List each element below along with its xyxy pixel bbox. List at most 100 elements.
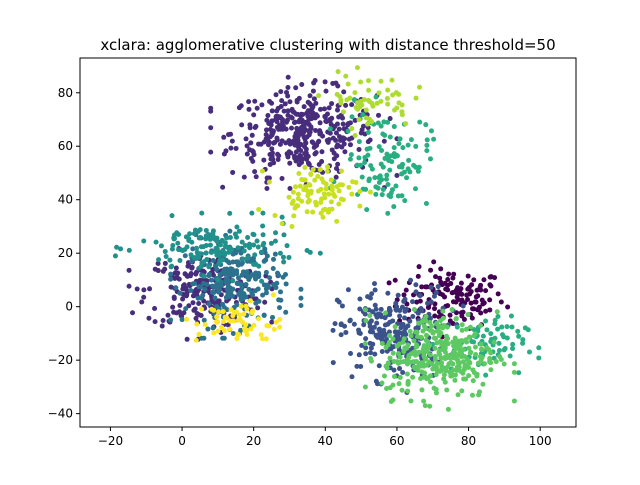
scatter-point-cluster-11 xyxy=(256,316,262,322)
scatter-point-cluster-8 xyxy=(390,350,396,356)
scatter-point-cluster-0 xyxy=(432,306,438,312)
scatter-point-cluster-5 xyxy=(162,249,168,255)
scatter-point-cluster-1 xyxy=(287,160,293,166)
y-tick-label: 0 xyxy=(65,300,73,314)
scatter-point-cluster-8 xyxy=(472,344,478,350)
scatter-point-cluster-2 xyxy=(160,318,166,324)
scatter-point-cluster-8 xyxy=(484,345,490,351)
scatter-point-cluster-8 xyxy=(491,339,497,345)
scatter-point-cluster-4 xyxy=(270,266,276,272)
scatter-point-cluster-8 xyxy=(478,346,484,352)
scatter-point-cluster-11 xyxy=(270,292,276,298)
scatter-point-cluster-10 xyxy=(328,177,334,183)
scatter-point-cluster-3 xyxy=(376,327,382,333)
scatter-point-cluster-10 xyxy=(266,179,272,185)
scatter-point-cluster-2 xyxy=(185,263,191,269)
scatter-point-cluster-8 xyxy=(396,351,402,357)
scatter-point-cluster-0 xyxy=(403,287,409,293)
scatter-point-cluster-4 xyxy=(223,280,229,286)
scatter-point-cluster-8 xyxy=(478,323,484,329)
scatter-point-cluster-8 xyxy=(441,372,447,378)
scatter-point-cluster-0 xyxy=(465,297,471,303)
scatter-point-cluster-8 xyxy=(477,389,482,395)
scatter-point-cluster-1 xyxy=(261,157,267,163)
scatter-point-cluster-5 xyxy=(118,246,124,252)
scatter-point-cluster-1 xyxy=(252,98,258,104)
scatter-point-cluster-8 xyxy=(459,338,465,344)
scatter-point-cluster-5 xyxy=(141,238,147,244)
scatter-point-cluster-8 xyxy=(467,324,473,330)
scatter-point-cluster-8 xyxy=(494,309,500,315)
scatter-point-cluster-0 xyxy=(459,298,465,304)
scatter-point-cluster-0 xyxy=(447,312,453,318)
scatter-point-cluster-1 xyxy=(239,122,245,128)
scatter-point-cluster-8 xyxy=(385,360,391,366)
scatter-point-cluster-1 xyxy=(290,108,296,114)
scatter-point-cluster-9 xyxy=(363,107,369,113)
scatter-point-cluster-5 xyxy=(304,247,310,253)
scatter-point-cluster-4 xyxy=(200,292,206,298)
scatter-point-cluster-3 xyxy=(417,292,423,298)
scatter-point-cluster-8 xyxy=(416,349,422,355)
scatter-point-cluster-11 xyxy=(243,303,249,309)
scatter-point-cluster-0 xyxy=(438,266,444,272)
scatter-point-cluster-9 xyxy=(392,107,398,113)
scatter-point-cluster-2 xyxy=(152,319,158,325)
scatter-point-cluster-3 xyxy=(400,369,406,375)
scatter-point-cluster-1 xyxy=(333,174,339,180)
scatter-point-cluster-10 xyxy=(286,194,292,200)
y-tick-label: 40 xyxy=(58,193,73,207)
scatter-point-cluster-0 xyxy=(386,280,392,286)
scatter-point-cluster-4 xyxy=(168,271,174,277)
scatter-point-cluster-10 xyxy=(334,218,340,224)
scatter-point-cluster-5 xyxy=(216,252,222,258)
scatter-point-cluster-5 xyxy=(254,238,260,244)
scatter-point-cluster-8 xyxy=(511,369,517,375)
scatter-point-cluster-1 xyxy=(298,148,304,154)
scatter-point-cluster-4 xyxy=(244,272,250,278)
scatter-point-cluster-11 xyxy=(234,336,240,342)
scatter-point-cluster-11 xyxy=(231,318,237,324)
scatter-point-cluster-5 xyxy=(258,249,264,255)
scatter-point-cluster-6 xyxy=(386,192,392,198)
scatter-point-cluster-1 xyxy=(347,142,353,148)
scatter-point-cluster-1 xyxy=(265,113,271,119)
scatter-point-cluster-8 xyxy=(387,385,393,391)
scatter-point-cluster-5 xyxy=(175,240,181,246)
scatter-point-cluster-5 xyxy=(203,250,209,256)
scatter-point-cluster-1 xyxy=(274,116,280,122)
scatter-point-cluster-3 xyxy=(363,345,369,351)
scatter-point-cluster-5 xyxy=(206,264,212,270)
scatter-point-cluster-8 xyxy=(406,354,412,360)
scatter-point-cluster-10 xyxy=(336,201,342,207)
scatter-point-cluster-2 xyxy=(194,269,200,275)
scatter-point-cluster-3 xyxy=(380,329,386,335)
scatter-point-cluster-1 xyxy=(265,142,271,148)
scatter-point-cluster-8 xyxy=(488,360,494,366)
scatter-point-cluster-4 xyxy=(233,250,239,256)
scatter-point-cluster-4 xyxy=(222,305,227,311)
scatter-point-cluster-5 xyxy=(222,252,228,258)
scatter-point-cluster-4 xyxy=(263,290,269,296)
scatter-point-cluster-5 xyxy=(251,232,257,238)
scatter-point-cluster-5 xyxy=(260,210,266,216)
scatter-point-cluster-10 xyxy=(323,186,329,192)
scatter-point-cluster-1 xyxy=(264,185,270,191)
scatter-point-cluster-10 xyxy=(291,213,297,219)
scatter-point-cluster-7 xyxy=(483,318,489,324)
scatter-point-cluster-5 xyxy=(219,237,225,243)
scatter-point-cluster-7 xyxy=(515,328,521,334)
scatter-point-cluster-1 xyxy=(339,144,345,150)
scatter-point-cluster-10 xyxy=(346,184,352,190)
scatter-point-cluster-4 xyxy=(270,314,275,320)
scatter-point-cluster-11 xyxy=(228,307,234,313)
scatter-point-cluster-11 xyxy=(215,319,221,325)
scatter-point-cluster-5 xyxy=(253,261,259,267)
scatter-point-cluster-4 xyxy=(189,258,195,264)
scatter-point-cluster-8 xyxy=(450,367,456,373)
scatter-point-cluster-7 xyxy=(495,326,501,332)
scatter-point-cluster-0 xyxy=(437,275,443,281)
scatter-point-cluster-6 xyxy=(376,179,382,185)
scatter-point-cluster-1 xyxy=(316,162,322,168)
scatter-point-cluster-3 xyxy=(330,327,336,333)
